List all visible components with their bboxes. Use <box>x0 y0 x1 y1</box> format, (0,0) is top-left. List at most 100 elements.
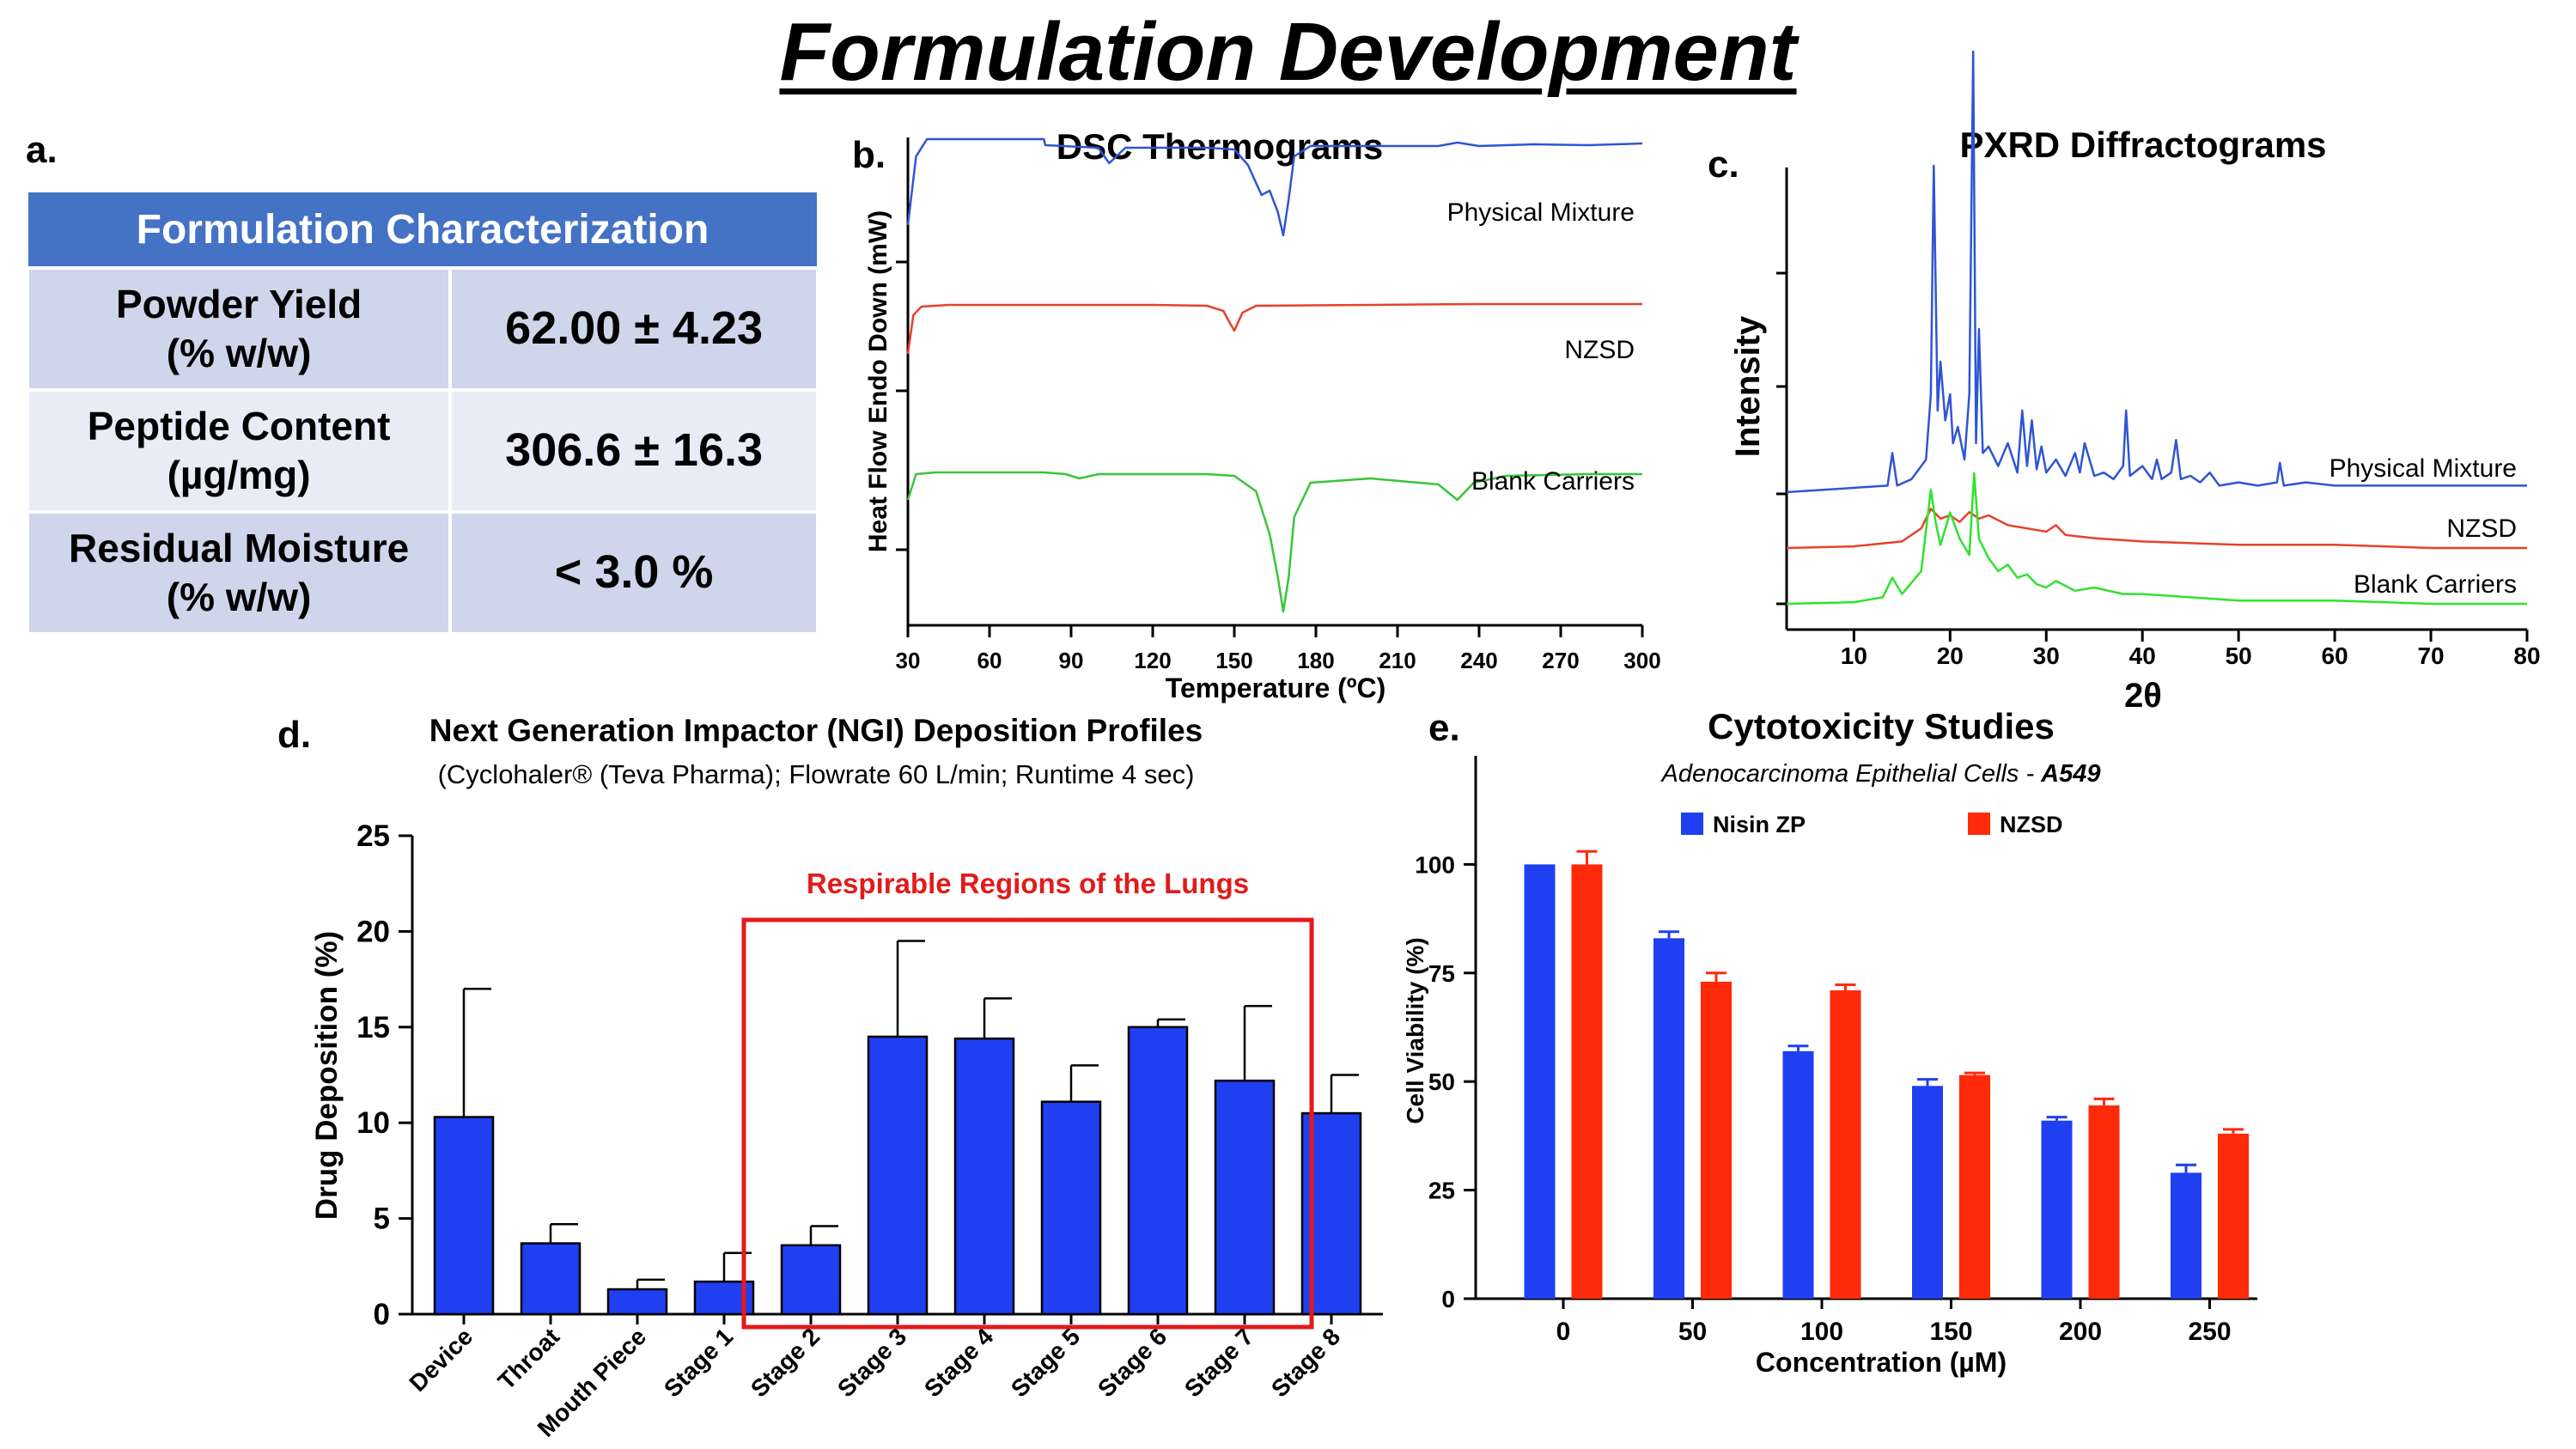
cyto-bar <box>1701 981 1732 1299</box>
dsc-x-tick-label: 210 <box>1379 648 1416 673</box>
cyto-y-tick-label: 50 <box>1428 1068 1455 1095</box>
panel-d-letter: d. <box>277 714 311 756</box>
ngi-bar <box>520 1242 582 1316</box>
row-label-line1: Peptide Content <box>87 403 391 448</box>
formulation-table-panel: Formulation Characterization Powder Yiel… <box>25 191 819 636</box>
row-label-line2: (% w/w) <box>166 331 312 375</box>
cyto-bar <box>1571 864 1603 1299</box>
ngi-y-tick-label: 15 <box>356 1011 390 1044</box>
ngi-bar <box>1214 1079 1276 1316</box>
row-label-line2: (% w/w) <box>166 575 312 619</box>
table-cell-value: 306.6 ± 16.3 <box>448 388 819 514</box>
pxrd-series-line <box>1786 50 2527 494</box>
ngi-bar <box>1127 1026 1189 1316</box>
cyto-bar <box>2171 1172 2201 1299</box>
cyto-x-tick-label: 250 <box>2188 1318 2231 1346</box>
dsc-x-tick-label: 180 <box>1297 648 1334 673</box>
table-cell-label: Powder Yield (% w/w) <box>25 266 453 392</box>
ngi-y-tick-label: 25 <box>356 819 390 853</box>
cyto-subtitle-cell-line: A549 <box>2040 760 2100 788</box>
dsc-series-line <box>906 302 1642 355</box>
pxrd-x-tick-label: 20 <box>1937 642 1964 669</box>
pxrd-series-line <box>1786 508 2527 550</box>
cyto-bar <box>1830 990 1861 1299</box>
ngi-bar <box>953 1037 1015 1316</box>
ngi-y-tick-label: 20 <box>356 915 390 948</box>
respirable-region-box <box>741 917 1314 1330</box>
cyto-x-tick-label: 150 <box>1929 1318 1972 1346</box>
table-row: Powder Yield (% w/w) 62.00 ± 4.23 <box>25 266 819 392</box>
ngi-y-label: Drug Deposition (%) <box>310 931 344 1220</box>
row-label-line2: (µg/mg) <box>167 453 311 497</box>
dsc-series-line <box>906 471 1642 613</box>
ngi-x-tick-label: Stage 1 <box>659 1323 738 1402</box>
dsc-x-tick-label: 300 <box>1623 648 1660 673</box>
pxrd-x-tick-label: 30 <box>2033 642 2060 669</box>
ngi-subtitle: (Cyclohaler® (Teva Pharma); Flowrate 60 … <box>438 759 1195 789</box>
cyto-subtitle-prefix: Adenocarcinoma Epithelial Cells - <box>1660 760 2042 788</box>
panel-e-letter: e. <box>1428 707 1460 749</box>
dsc-x-tick-label: 90 <box>1059 648 1084 673</box>
dsc-x-tick-label: 120 <box>1134 648 1171 673</box>
cyto-x-tick-label: 0 <box>1556 1318 1571 1346</box>
ngi-bar <box>1040 1100 1102 1316</box>
ngi-bar <box>867 1035 929 1316</box>
ngi-x-tick-label: Stage 4 <box>919 1323 999 1403</box>
pxrd-x-label: 2θ <box>2124 677 2162 715</box>
ngi-x-tick-label: Throat <box>493 1323 565 1395</box>
dsc-series-label: Blank Carriers <box>1471 467 1635 496</box>
table-cell-label: Residual Moisture (% w/w) <box>25 510 453 636</box>
pxrd-x-tick-label: 70 <box>2417 642 2444 669</box>
cyto-y-tick-label: 75 <box>1428 960 1455 987</box>
cyto-x-tick-label: 50 <box>1678 1318 1707 1346</box>
cyto-subtitle: Adenocarcinoma Epithelial Cells - A549 <box>1660 760 2101 788</box>
dsc-x-tick-label: 270 <box>1542 648 1579 673</box>
table-cell-value: < 3.0 % <box>448 510 819 636</box>
cyto-legend-swatch <box>1681 813 1703 835</box>
cyto-title: Cytotoxicity Studies <box>1708 706 2055 746</box>
cyto-bar <box>1782 1050 1814 1299</box>
pxrd-x-tick-label: 60 <box>2322 642 2348 669</box>
dsc-y-label: Heat Flow Endo Down (mW) <box>864 210 892 552</box>
row-label-line1: Powder Yield <box>115 281 362 326</box>
cyto-legend-label: Nisin ZP <box>1713 812 1806 837</box>
pxrd-title: PXRD Diffractograms <box>1959 125 2326 165</box>
cyto-bar <box>1912 1086 1943 1299</box>
cyto-bar <box>1653 938 1684 1299</box>
respirable-region-label: Respirable Regions of the Lungs <box>807 868 1249 899</box>
cyto-bar <box>1959 1075 1990 1299</box>
panel-c-letter: c. <box>1708 143 1739 186</box>
ngi-y-tick-label: 10 <box>356 1106 390 1140</box>
table-cell-label: Peptide Content (µg/mg) <box>25 388 453 514</box>
pxrd-x-tick-label: 50 <box>2226 642 2252 669</box>
dsc-x-tick-label: 240 <box>1460 648 1497 673</box>
cyto-y-tick-label: 25 <box>1428 1178 1455 1204</box>
dsc-series-label: Physical Mixture <box>1447 198 1635 227</box>
table-row: Peptide Content (µg/mg) 306.6 ± 16.3 <box>25 388 819 514</box>
pxrd-series-label: NZSD <box>2446 514 2517 543</box>
pxrd-x-tick-label: 40 <box>2129 642 2156 669</box>
ngi-bar <box>433 1116 495 1316</box>
table-header: Formulation Characterization <box>27 191 819 269</box>
page-title: Formulation Development <box>779 6 1797 98</box>
ngi-x-tick-label: Device <box>404 1323 478 1397</box>
dsc-series-label: NZSD <box>1564 336 1635 364</box>
ngi-x-tick-label: Stage 2 <box>746 1323 825 1402</box>
cyto-y-tick-label: 0 <box>1441 1286 1455 1312</box>
pxrd-x-tick-label: 80 <box>2513 642 2540 669</box>
ngi-x-tick-label: Stage 8 <box>1266 1323 1345 1402</box>
cyto-bar <box>1524 864 1556 1299</box>
table-row: Residual Moisture (% w/w) < 3.0 % <box>25 510 819 636</box>
pxrd-y-label: Intensity <box>1729 315 1767 457</box>
cyto-x-tick-label: 100 <box>1800 1318 1843 1346</box>
ngi-x-tick-label: Stage 7 <box>1179 1323 1258 1402</box>
ngi-x-tick-label: Stage 6 <box>1093 1323 1172 1402</box>
ngi-bar <box>780 1244 842 1316</box>
dsc-x-tick-label: 60 <box>977 648 1002 673</box>
cyto-x-label: Concentration (µM) <box>1756 1347 2007 1378</box>
panel-a-letter: a. <box>26 129 58 171</box>
dsc-series-line <box>906 137 1643 237</box>
ngi-x-tick-label: Stage 3 <box>832 1323 911 1402</box>
cyto-bar <box>2088 1105 2120 1299</box>
dsc-x-tick-label: 150 <box>1215 648 1252 673</box>
